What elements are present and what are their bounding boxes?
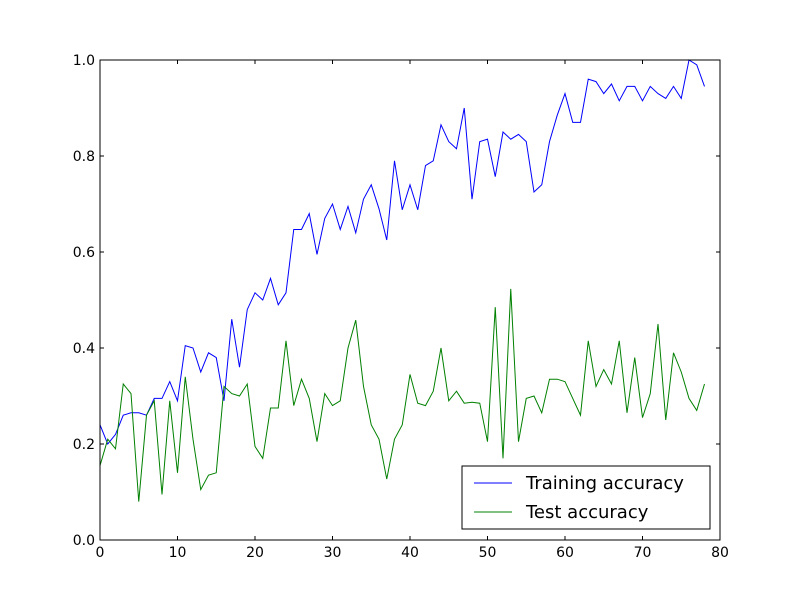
y-tick-label: 1.0 bbox=[73, 53, 95, 69]
legend-label-1: Training accuracy bbox=[525, 473, 684, 494]
x-tick-label: 40 bbox=[401, 545, 419, 561]
legend-label-2: Test accuracy bbox=[525, 502, 649, 523]
series-line-1 bbox=[99, 59, 705, 445]
x-tick-label: 70 bbox=[634, 545, 652, 561]
ticks-layer: 0 10 20 30 40 50 60 70 80 0.0 0.2 0.4 0.6 0.8 1.0 bbox=[73, 53, 729, 561]
x-tick-label: 80 bbox=[711, 545, 729, 561]
y-tick-label: 0.6 bbox=[73, 245, 95, 261]
x-tick-label: 60 bbox=[556, 545, 574, 561]
y-tick-label: 0.2 bbox=[73, 437, 95, 453]
y-tick-label: 0.4 bbox=[73, 341, 95, 357]
x-tick-label: 20 bbox=[246, 545, 264, 561]
x-tick-label: 30 bbox=[324, 545, 342, 561]
y-tick-label: 0.0 bbox=[73, 533, 95, 549]
series-line-2 bbox=[99, 288, 705, 502]
series-layer bbox=[99, 59, 705, 502]
legend-box bbox=[461, 465, 711, 530]
x-tick-label: 0 bbox=[96, 545, 105, 561]
legend: Training accuracy Test accuracy bbox=[461, 465, 711, 530]
y-tick-label: 0.8 bbox=[73, 149, 95, 165]
x-tick-label: 50 bbox=[479, 545, 497, 561]
x-tick-label: 10 bbox=[169, 545, 187, 561]
